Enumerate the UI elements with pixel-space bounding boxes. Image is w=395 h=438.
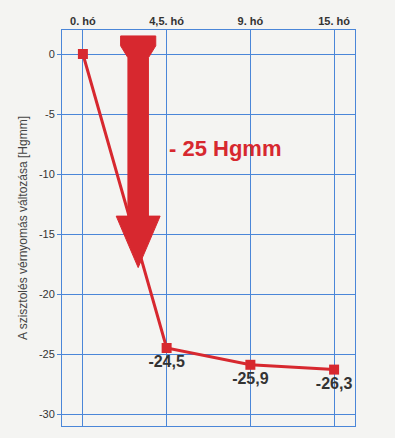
svg-text:-5: -5: [45, 108, 55, 120]
svg-text:4,5. hó: 4,5. hó: [149, 15, 184, 27]
svg-text:A szisztolés vérnyomás változá: A szisztolés vérnyomás változása [Hgmm]: [16, 116, 30, 340]
svg-text:0: 0: [49, 48, 55, 60]
svg-text:-30: -30: [39, 408, 55, 420]
svg-text:-25,9: -25,9: [232, 370, 269, 387]
svg-text:0. hó: 0. hó: [70, 15, 96, 27]
svg-text:9. hó: 9. hó: [238, 15, 264, 27]
svg-text:15. hó: 15. hó: [318, 15, 350, 27]
svg-text:-25: -25: [39, 348, 55, 360]
svg-text:-15: -15: [39, 228, 55, 240]
svg-text:- 25 Hgmm: - 25 Hgmm: [169, 136, 281, 161]
svg-text:-10: -10: [39, 168, 55, 180]
svg-text:-20: -20: [39, 288, 55, 300]
svg-text:-24,5: -24,5: [148, 353, 185, 370]
svg-text:-26,3: -26,3: [316, 375, 353, 392]
